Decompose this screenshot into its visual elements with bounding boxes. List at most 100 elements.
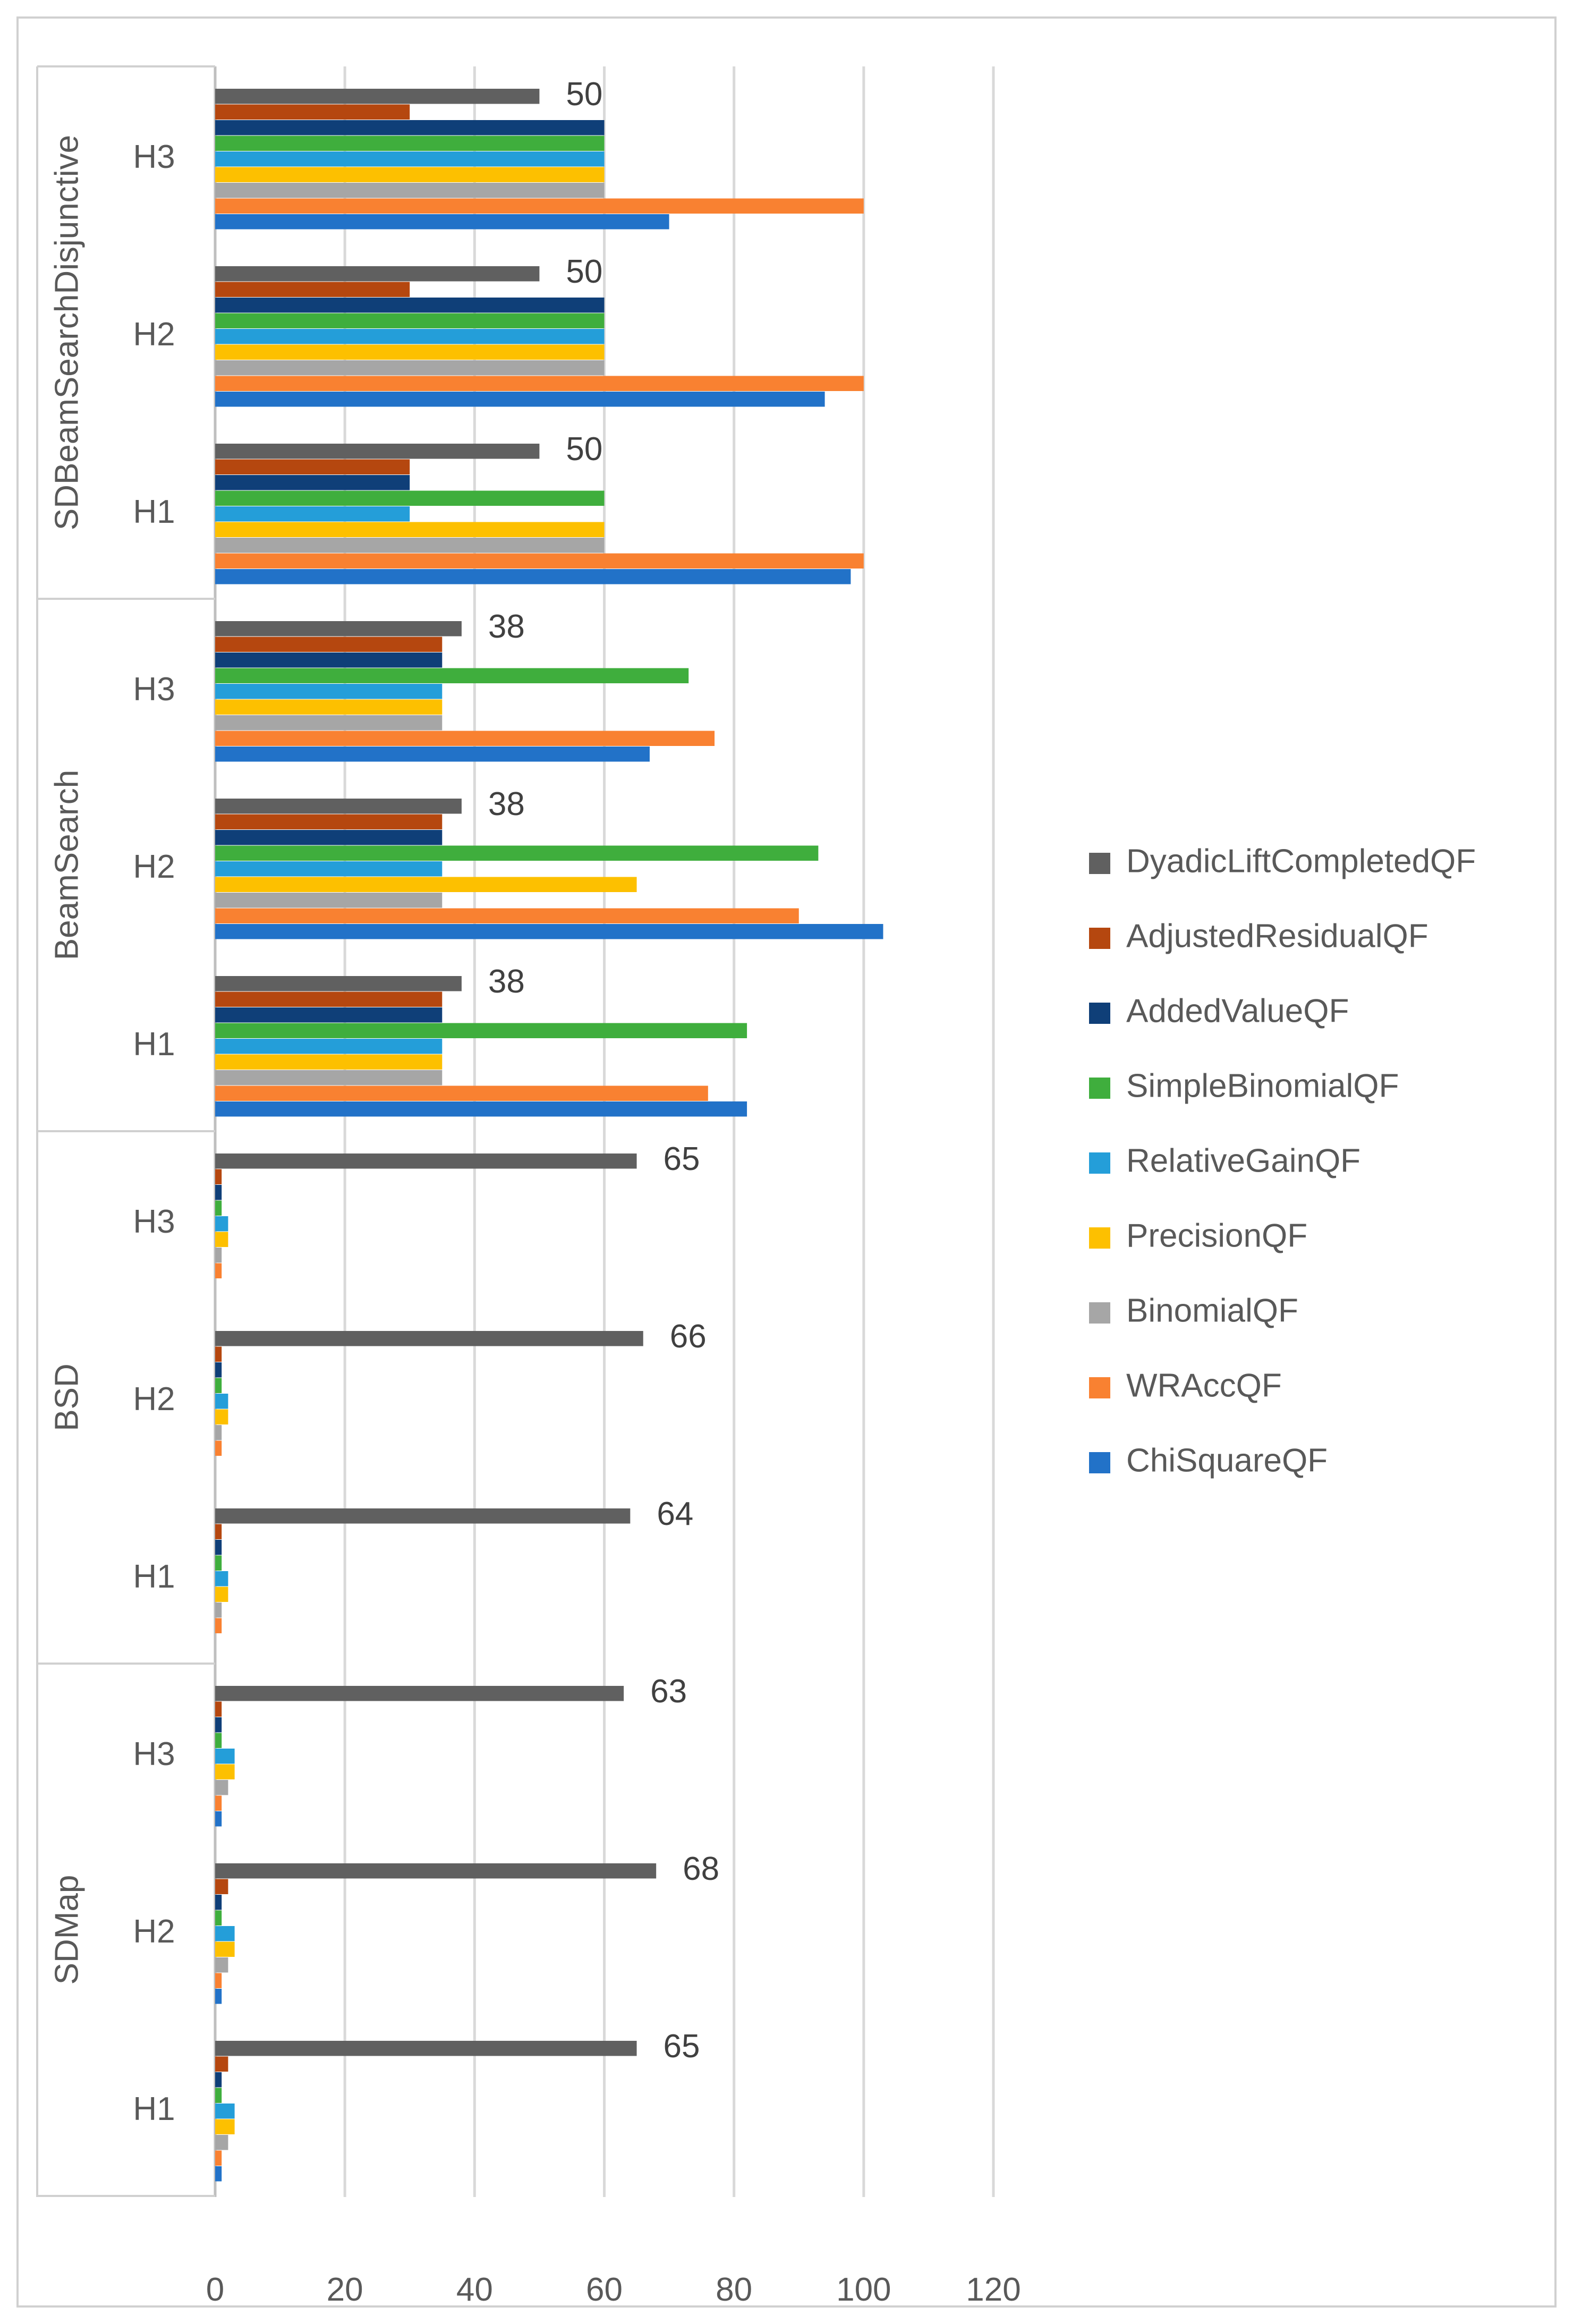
group-dividers [36,65,215,2197]
x-tick-label: 120 [966,2271,1021,2308]
bar [215,1263,222,1278]
bar [215,1440,222,1456]
bar [215,799,462,814]
bar [215,861,443,877]
bar [215,747,650,762]
bar [215,198,864,214]
bar [215,1425,222,1440]
bar [215,569,851,584]
bar [215,1686,624,1701]
bar [215,506,410,522]
bar [215,522,605,537]
bar [215,2072,222,2088]
legend-label: SimpleBinomialQF [1126,1067,1399,1104]
bar [215,1587,228,1602]
bar [215,344,605,360]
data-label: 50 [566,431,602,468]
legend-swatch [1089,1452,1110,1473]
bar [215,1571,228,1587]
bar [215,621,462,637]
bar [215,924,883,939]
bar [215,1749,235,1764]
bar [215,715,443,731]
bar [215,89,540,104]
data-label: 50 [566,253,602,290]
legend-swatch [1089,1227,1110,1249]
bar [215,1085,708,1101]
bar [215,2056,228,2072]
bar [215,1508,631,1524]
bar [215,1524,222,1539]
bar [215,2150,222,2166]
legend-label: BinomialQF [1126,1292,1298,1329]
data-label: 38 [488,608,525,645]
bar [215,1216,228,1232]
bar [215,1863,657,1879]
bar [215,1248,222,1263]
bar [215,893,443,908]
bar [215,1023,747,1038]
group-label: BeamSearch [48,770,85,960]
bar [215,1346,222,1362]
bar [215,490,605,506]
bar [215,553,864,569]
bar [215,392,825,407]
bar [215,120,605,135]
legend-swatch [1089,1377,1110,1398]
x-tick-label: 80 [716,2271,752,2308]
legend-label: ChiSquareQF [1126,1442,1328,1479]
legend-label: DyadicLiftCompletedQF [1126,843,1476,879]
bar [215,1007,443,1023]
bar [215,1169,222,1184]
category-label: H1 [133,2091,175,2127]
bar [215,376,864,391]
x-tick-label: 60 [586,2271,623,2308]
bar [215,2119,235,2134]
bar [215,183,605,198]
bar [215,104,410,120]
legend-swatch [1089,1003,1110,1024]
category-label: H2 [133,316,175,353]
bar [215,298,605,313]
bar [215,167,605,182]
bar [215,2135,228,2150]
bar [215,1409,228,1424]
x-tick-label: 100 [836,2271,891,2308]
data-label: 38 [488,963,525,1000]
bar [215,1331,643,1346]
bar [215,459,410,474]
bar [215,1811,222,1827]
bar [215,908,799,923]
bar [215,1232,228,1247]
x-tick-label: 40 [456,2271,493,2308]
bar [215,699,443,715]
bar [215,329,605,344]
bar [215,877,637,892]
category-label: H1 [133,1558,175,1595]
legend-swatch [1089,1078,1110,1099]
legend-label: AdjustedResidualQF [1126,918,1429,954]
bar [215,1039,443,1054]
bar [215,360,605,376]
bar [215,1101,747,1117]
bars [215,89,883,2182]
x-tick-label: 0 [206,2271,224,2308]
x-tick-label: 20 [327,2271,363,2308]
bar [215,2041,637,2056]
bar [215,731,715,746]
data-label: 38 [488,786,525,822]
bar [215,814,443,829]
bar [215,1701,222,1717]
bar [215,266,540,282]
bar [215,1780,228,1795]
bar [215,637,443,652]
bar [215,1764,235,1779]
bar [215,151,605,167]
bar [215,830,443,845]
bar [215,2104,235,2119]
bar [215,538,605,553]
data-label: 63 [650,1673,687,1710]
legend: DyadicLiftCompletedQF AdjustedResidualQF A… [1089,843,1476,1479]
bar [215,684,443,699]
